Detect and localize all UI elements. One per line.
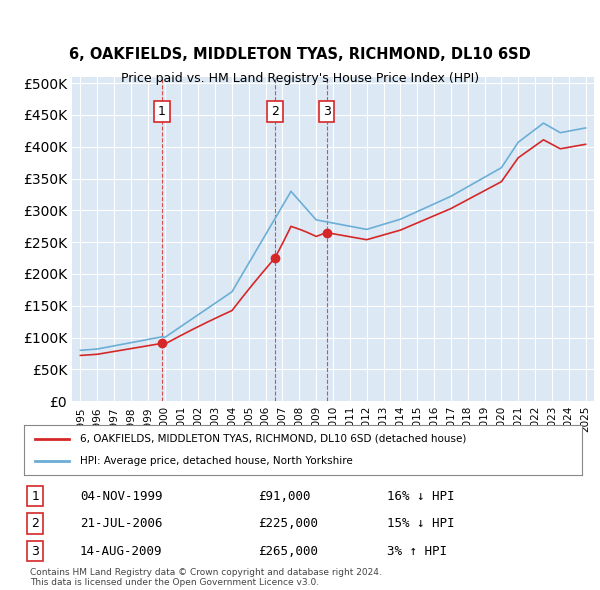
Text: 6, OAKFIELDS, MIDDLETON TYAS, RICHMOND, DL10 6SD: 6, OAKFIELDS, MIDDLETON TYAS, RICHMOND, … xyxy=(69,47,531,62)
Text: 3% ↑ HPI: 3% ↑ HPI xyxy=(387,545,446,558)
Text: £91,000: £91,000 xyxy=(259,490,311,503)
Text: 14-AUG-2009: 14-AUG-2009 xyxy=(80,545,162,558)
Text: 6, OAKFIELDS, MIDDLETON TYAS, RICHMOND, DL10 6SD (detached house): 6, OAKFIELDS, MIDDLETON TYAS, RICHMOND, … xyxy=(80,434,466,444)
Text: 2: 2 xyxy=(271,105,279,118)
Text: £225,000: £225,000 xyxy=(259,517,319,530)
Text: 15% ↓ HPI: 15% ↓ HPI xyxy=(387,517,454,530)
Text: 3: 3 xyxy=(323,105,331,118)
Text: HPI: Average price, detached house, North Yorkshire: HPI: Average price, detached house, Nort… xyxy=(80,456,353,466)
Text: 2: 2 xyxy=(31,517,39,530)
Text: 21-JUL-2006: 21-JUL-2006 xyxy=(80,517,162,530)
Text: Contains HM Land Registry data © Crown copyright and database right 2024.
This d: Contains HM Land Registry data © Crown c… xyxy=(30,568,382,587)
Text: 16% ↓ HPI: 16% ↓ HPI xyxy=(387,490,454,503)
Text: £265,000: £265,000 xyxy=(259,545,319,558)
Text: 04-NOV-1999: 04-NOV-1999 xyxy=(80,490,162,503)
Text: 3: 3 xyxy=(31,545,39,558)
Text: 1: 1 xyxy=(158,105,166,118)
Text: Price paid vs. HM Land Registry's House Price Index (HPI): Price paid vs. HM Land Registry's House … xyxy=(121,72,479,85)
Text: 1: 1 xyxy=(31,490,39,503)
